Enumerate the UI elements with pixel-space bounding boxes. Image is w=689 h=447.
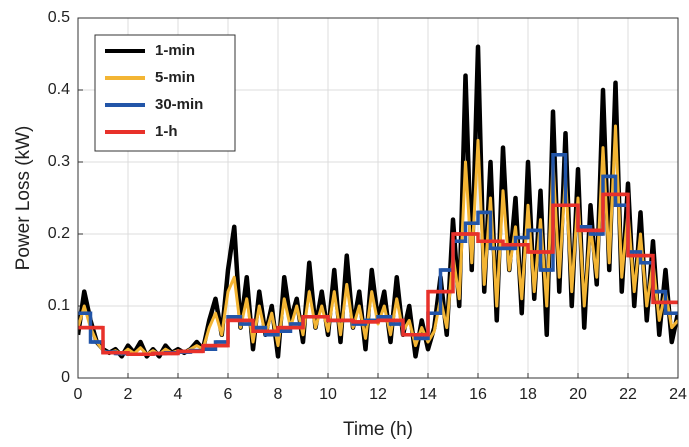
x-tick-label: 8 <box>274 386 283 403</box>
legend-label: 1-min <box>155 42 195 59</box>
x-tick-label: 20 <box>569 386 587 403</box>
x-tick-label: 2 <box>124 386 133 403</box>
x-axis-label: Time (h) <box>343 419 413 440</box>
x-tick-label: 12 <box>369 386 387 403</box>
legend-label: 5-min <box>155 69 195 86</box>
legend-label: 30-min <box>155 96 203 113</box>
y-axis-label: Power Loss (kW) <box>13 126 34 271</box>
plot-frame <box>77 17 679 379</box>
x-tick-label: 18 <box>519 386 537 403</box>
y-tick-label: 0 <box>61 369 70 386</box>
legend-label: 1-h <box>155 123 178 140</box>
plot <box>78 44 678 359</box>
y-tick-label: 0.4 <box>48 81 70 98</box>
y-tick-label: 0.2 <box>48 225 70 242</box>
x-tick-label: 14 <box>419 386 437 403</box>
x-tick-label: 22 <box>619 386 637 403</box>
y-tick-label: 0.3 <box>48 153 70 170</box>
y-tick-label: 0.5 <box>48 9 70 26</box>
x-tick-label: 24 <box>669 386 687 403</box>
y-tick-label: 0.1 <box>48 297 70 314</box>
x-tick-label: 0 <box>74 386 83 403</box>
x-tick-label: 4 <box>174 386 183 403</box>
x-tick-label: 6 <box>224 386 233 403</box>
x-tick-label: 10 <box>319 386 337 403</box>
x-tick-label: 16 <box>469 386 487 403</box>
